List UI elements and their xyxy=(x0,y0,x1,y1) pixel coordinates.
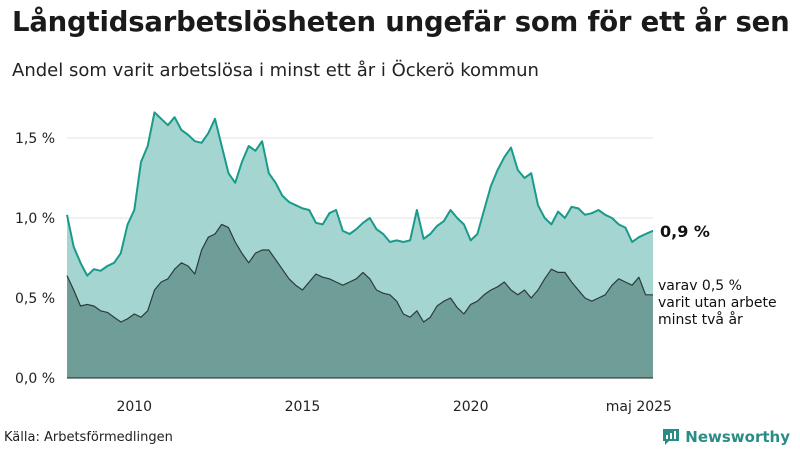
x-tick-label: 2010 xyxy=(116,399,152,415)
subset-annotation-line-2: varit utan arbete xyxy=(658,295,777,311)
y-tick-label: 1,0 % xyxy=(15,211,55,227)
subset-annotation: varav 0,5 % varit utan arbete minst två … xyxy=(658,278,781,328)
newsworthy-logo: Newsworthy xyxy=(661,427,790,447)
total-line xyxy=(66,111,654,277)
long-term-area xyxy=(67,224,653,378)
x-axis-ticks: 2010 2015 2020 maj 2025 xyxy=(116,399,672,415)
end-value-label: 0,9 % xyxy=(660,222,710,241)
long-term-line xyxy=(66,223,653,323)
newsworthy-logo-icon xyxy=(663,429,680,445)
subset-annotation-line-1: varav 0,5 % xyxy=(658,278,742,294)
subset-annotation-line-3: minst två år xyxy=(658,311,743,328)
y-tick-label: 0,0 % xyxy=(15,371,55,387)
source-note: Källa: Arbetsförmedlingen xyxy=(4,430,173,445)
x-tick-label: 2015 xyxy=(285,399,321,415)
x-tick-label: maj 2025 xyxy=(606,399,672,415)
chart-title: Långtidsarbetslösheten ungefär som för e… xyxy=(12,6,790,38)
y-tick-label: 0,5 % xyxy=(15,291,55,307)
logo-text: Newsworthy xyxy=(685,428,790,446)
chart-subtitle: Andel som varit arbetslösa i minst ett å… xyxy=(12,60,539,81)
x-tick-label: 2020 xyxy=(453,399,489,415)
y-tick-label: 1,5 % xyxy=(15,131,55,147)
y-axis-ticks: 0,0 % 0,5 % 1,0 % 1,5 % xyxy=(15,131,55,387)
chart-areas xyxy=(66,111,654,379)
